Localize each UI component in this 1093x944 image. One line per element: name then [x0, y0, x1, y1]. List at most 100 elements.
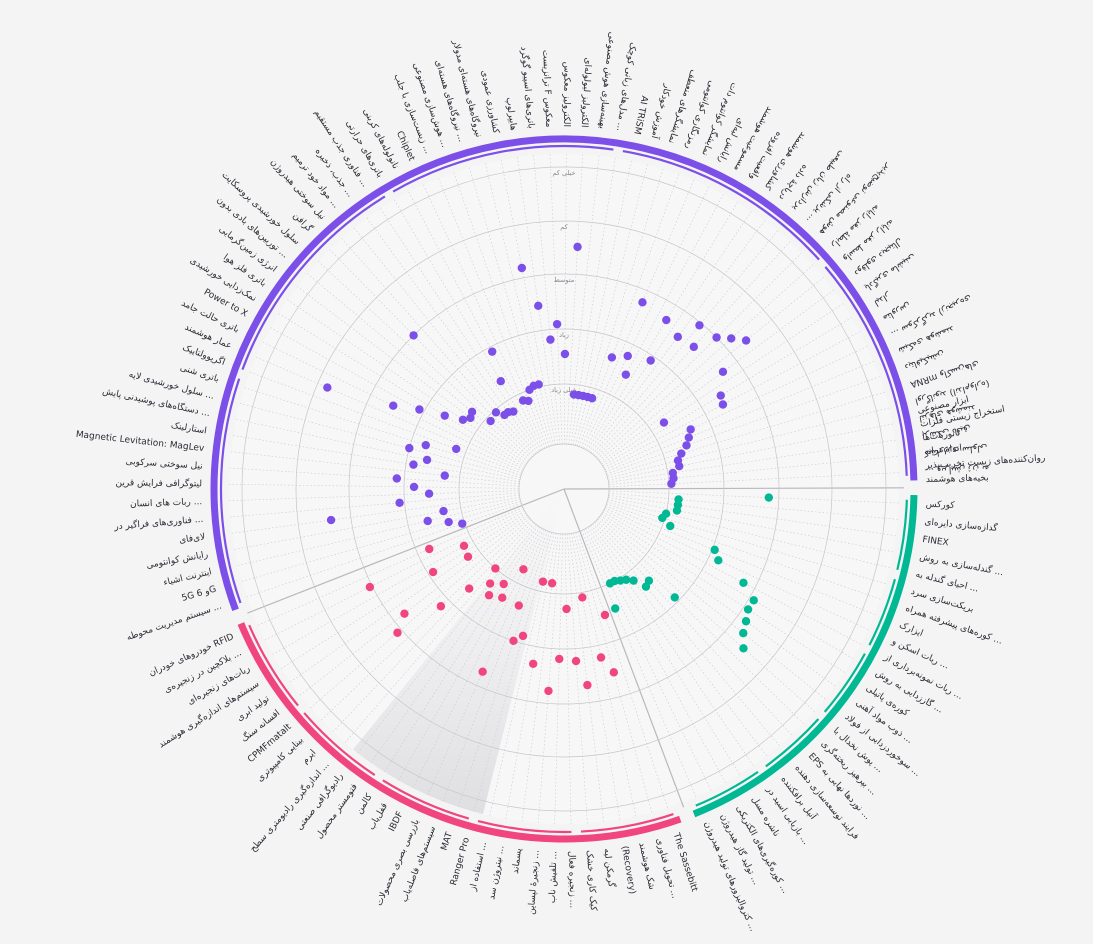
radial-grid-line [600, 515, 836, 687]
data-point [425, 544, 434, 554]
radial-grid-line [581, 530, 697, 798]
data-point [517, 263, 527, 273]
data-point [712, 333, 721, 342]
group-arc-outer [692, 495, 918, 818]
item-label: IBDF [387, 810, 405, 833]
data-point [659, 418, 669, 427]
data-point [487, 347, 497, 356]
radial-grid-line [234, 496, 520, 550]
item-label: بخیه‌های هوشمند [926, 473, 989, 485]
data-point [458, 415, 468, 424]
group-arc-inner [622, 150, 820, 261]
item-label: (Recovery) [619, 845, 637, 895]
level-label: زیاد [559, 331, 569, 339]
group-arc-inner [695, 770, 759, 807]
radial-grid-line [602, 511, 854, 659]
data-point [662, 315, 671, 325]
radial-grid-line [608, 492, 898, 520]
radial-grid-line [236, 419, 521, 480]
radial-grid-line [357, 524, 537, 754]
data-point [547, 579, 557, 588]
data-point [534, 380, 543, 389]
radial-grid-line [585, 194, 724, 450]
data-point [498, 593, 507, 602]
item-label: ترانزیست F معکوس [540, 50, 553, 128]
radial-grid-line [230, 492, 520, 518]
radial-grid-line [600, 289, 834, 463]
radial-grid-line [605, 505, 875, 615]
radial-grid-line [408, 191, 544, 450]
item-label: کورکس [925, 500, 955, 511]
data-point [560, 349, 570, 359]
radial-grid-line [500, 159, 556, 445]
data-point [467, 407, 477, 417]
data-point [415, 405, 424, 414]
radial-grid-line [583, 186, 710, 449]
item-label: بهینه‌سازی هوش مصنوعی [596, 31, 616, 129]
item-label: شک هوشمند [636, 842, 656, 891]
group-arc-inner [765, 718, 820, 768]
item-label: کشاورزی عمودی [479, 69, 501, 135]
item-label: ربات های انسان ... [130, 497, 202, 510]
radial-grid-line [608, 472, 899, 488]
data-point [499, 579, 508, 589]
item-label: استارلینک [170, 421, 207, 437]
radial-grid-line [549, 154, 563, 445]
radial-grid-line [598, 516, 826, 700]
data-point [621, 370, 631, 379]
level-label: کم [560, 223, 568, 231]
radial-grid-line [244, 387, 522, 476]
data-point [518, 631, 528, 641]
data-point [458, 519, 467, 528]
item-label: زنجیره فعال ... [566, 851, 577, 908]
item-label: ایرم [300, 748, 318, 766]
item-label: Chiplet [394, 130, 417, 163]
radial-grid-line [229, 484, 520, 489]
item-label: AI TRiSM [631, 95, 649, 136]
data-point [440, 471, 449, 480]
item-label: هایپرلوپ [504, 97, 519, 132]
radial-grid-line [571, 533, 621, 820]
group-arc-inner [241, 195, 386, 371]
radial-grid-line [517, 157, 559, 445]
data-point [583, 680, 592, 690]
radial-grid-line [453, 172, 550, 447]
data-point [528, 659, 538, 668]
radial-grid-line [566, 533, 588, 824]
radial-grid-line [554, 533, 564, 824]
radial-grid-line [469, 167, 552, 446]
radial-grid-line [538, 533, 561, 824]
level-ring [241, 166, 887, 812]
group-separator [247, 488, 565, 614]
radial-grid-line [231, 451, 520, 485]
radial-grid-line [579, 174, 679, 447]
radial-grid-line [589, 525, 754, 766]
radial-grid-line [592, 523, 780, 746]
item-label: باتری‌های اسپیو گوگرد [518, 46, 537, 129]
radial-grid-line [564, 154, 567, 445]
level-label: خیلی کم [552, 169, 575, 177]
data-point [463, 552, 473, 561]
group-arc-inner [823, 653, 866, 713]
radial-grid-line [398, 527, 543, 781]
radial-grid-line [608, 423, 893, 481]
data-point [423, 516, 432, 526]
radial-grid-line [606, 503, 881, 600]
group-arc-outer [237, 622, 682, 843]
data-point [405, 443, 414, 453]
radial-grid-line [592, 230, 778, 455]
item-label: لای‌فای [179, 532, 206, 545]
data-point [629, 576, 638, 585]
data-point [484, 591, 494, 600]
radial-grid-line [587, 527, 740, 775]
radial-grid-line [231, 494, 520, 534]
radial-grid-line [329, 249, 533, 458]
level-label: متوسط [554, 276, 574, 284]
radial-grid-line [597, 264, 814, 460]
radial-grid-line [601, 513, 845, 673]
data-point [323, 383, 332, 392]
group-separator [563, 488, 685, 808]
item-label: گدازه‌سازی دایره‌ای [924, 515, 999, 534]
radial-grid-line [484, 163, 554, 446]
data-point [727, 334, 736, 343]
